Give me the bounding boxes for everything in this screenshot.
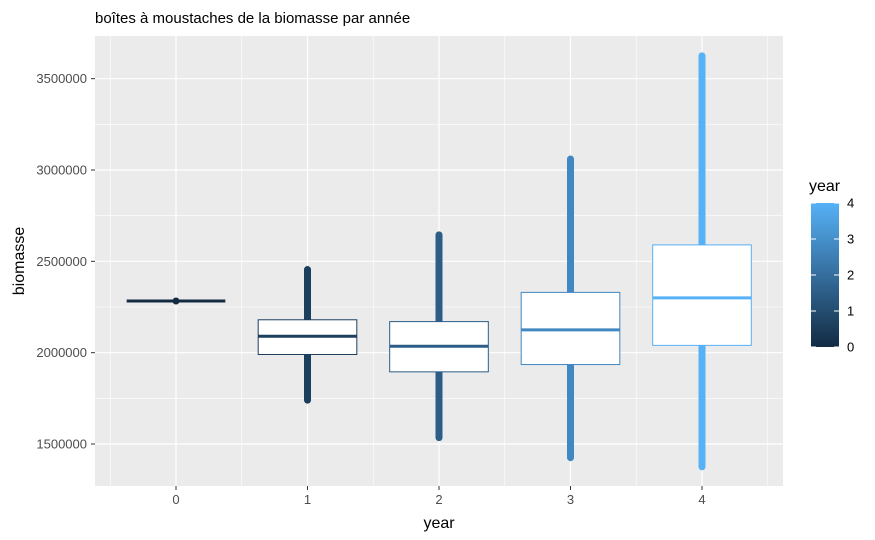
y-tick-label: 1500000 <box>36 437 87 452</box>
box-year-1 <box>257 266 358 404</box>
box-year-2 <box>389 231 489 442</box>
x-tick-label: 1 <box>304 492 311 507</box>
box-year-4 <box>652 52 752 471</box>
legend-tick-label: 0 <box>847 340 854 355</box>
x-axis-title: year <box>423 515 455 532</box>
x-tick-label: 3 <box>567 492 574 507</box>
x-axis: 0 1 2 3 4 <box>172 486 706 507</box>
legend-ticks: 0 1 2 3 4 <box>811 196 854 355</box>
x-tick-label: 2 <box>435 492 442 507</box>
color-legend: year 0 1 2 3 4 <box>809 178 854 355</box>
y-axis: 1500000 2000000 2500000 3000000 3500000 <box>36 71 95 452</box>
x-tick-label: 4 <box>698 492 705 507</box>
legend-tick-label: 2 <box>847 268 854 283</box>
y-tick-label: 3000000 <box>36 163 87 178</box>
box-marks <box>126 52 752 471</box>
legend-tick-label: 1 <box>847 304 854 319</box>
chart-title: boîtes à moustaches de la biomasse par a… <box>95 10 410 27</box>
y-tick-label: 2500000 <box>36 254 87 269</box>
y-tick-label: 2000000 <box>36 345 87 360</box>
x-tick-label: 0 <box>172 492 179 507</box>
legend-title: year <box>809 178 841 195</box>
y-axis-title: biomasse <box>11 227 28 296</box>
legend-tick-label: 3 <box>847 232 854 247</box>
y-tick-label: 3500000 <box>36 71 87 86</box>
box-year-3 <box>520 155 621 462</box>
legend-tick-label: 4 <box>847 196 854 211</box>
iqr-box <box>652 244 752 346</box>
